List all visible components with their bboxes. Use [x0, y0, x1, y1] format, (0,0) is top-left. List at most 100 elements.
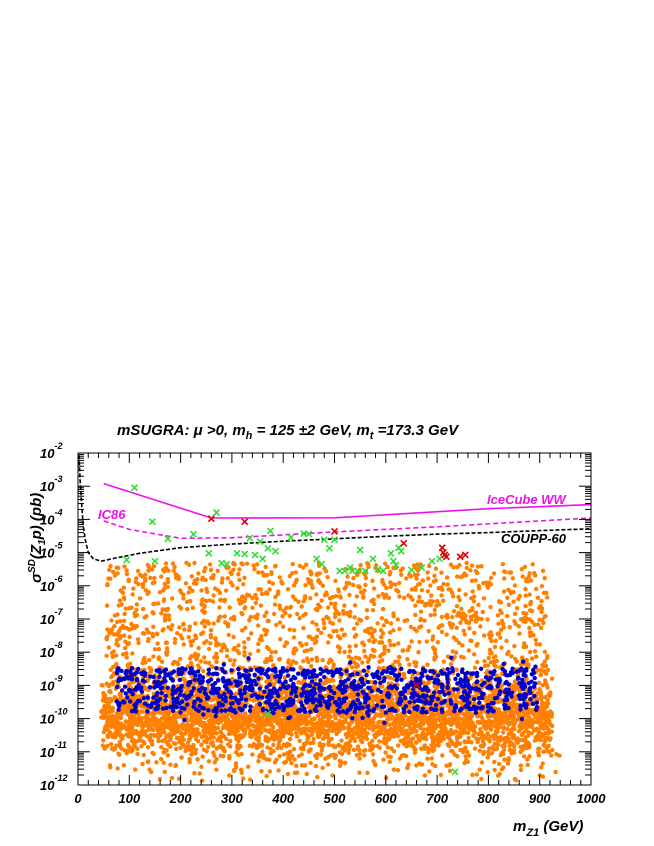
orange-point [177, 656, 183, 662]
orange-point [105, 728, 111, 733]
orange-point [377, 712, 382, 717]
orange-point [189, 654, 194, 659]
orange-point [236, 720, 241, 726]
orange-point [512, 611, 518, 616]
orange-point [267, 757, 272, 762]
orange-point [149, 738, 155, 744]
orange-point [387, 638, 392, 643]
orange-point [112, 695, 118, 700]
orange-point [122, 564, 127, 569]
orange-point [428, 613, 433, 618]
orange-point [536, 732, 541, 737]
orange-point [480, 718, 486, 723]
orange-point [211, 621, 216, 626]
orange-point [488, 727, 494, 732]
orange-point [258, 603, 264, 608]
orange-point [148, 575, 153, 581]
orange-point [159, 659, 165, 664]
orange-point [482, 659, 487, 664]
orange-point [249, 734, 254, 740]
orange-point [516, 624, 521, 629]
orange-point [356, 724, 361, 729]
orange-point [140, 723, 145, 729]
orange-point [501, 748, 507, 753]
orange-point [304, 740, 309, 746]
orange-point [400, 715, 405, 720]
orange-point [497, 709, 502, 714]
orange-point [256, 587, 261, 592]
orange-point [278, 717, 284, 723]
orange-point [397, 594, 402, 599]
orange-point [291, 746, 297, 752]
orange-point [273, 564, 278, 569]
orange-point [174, 746, 179, 751]
orange-point [455, 754, 460, 759]
orange-point [295, 726, 301, 732]
orange-point [379, 634, 384, 640]
orange-point [492, 644, 498, 650]
orange-point [441, 730, 446, 736]
orange-point [494, 718, 499, 723]
orange-point [476, 583, 481, 589]
orange-point [170, 561, 176, 566]
orange-point [525, 716, 531, 722]
orange-point [413, 612, 418, 618]
orange-point [505, 714, 511, 719]
orange-point [188, 639, 193, 644]
orange-point [384, 619, 390, 625]
orange-point [349, 665, 355, 670]
orange-point [313, 635, 318, 641]
orange-point [114, 653, 119, 658]
orange-point [199, 742, 204, 747]
orange-point [534, 586, 539, 592]
orange-point [541, 620, 546, 626]
orange-point [297, 616, 302, 621]
orange-point [256, 648, 261, 653]
orange-point [347, 649, 353, 654]
orange-point [189, 711, 195, 716]
orange-point [318, 630, 324, 636]
orange-point [518, 723, 523, 728]
orange-point [193, 747, 199, 752]
orange-point [112, 624, 117, 629]
orange-point [357, 617, 362, 622]
orange-point [139, 744, 144, 749]
orange-point [224, 654, 230, 659]
orange-point [413, 603, 418, 608]
orange-point [337, 743, 342, 748]
orange-point [536, 753, 541, 758]
orange-point [469, 726, 474, 731]
orange-point [352, 603, 358, 608]
orange-point [280, 624, 286, 629]
orange-point [110, 682, 116, 687]
orange-point [385, 716, 390, 721]
orange-point [512, 679, 518, 684]
orange-point [371, 702, 376, 708]
orange-point [283, 610, 288, 616]
orange-point [128, 680, 133, 686]
orange-point [151, 654, 156, 659]
orange-point [367, 726, 372, 731]
orange-point [463, 739, 468, 745]
orange-point [520, 574, 525, 579]
orange-point [509, 654, 514, 659]
orange-point [512, 643, 517, 649]
orange-point [439, 593, 444, 598]
orange-point [499, 618, 505, 623]
orange-point [250, 723, 255, 728]
orange-point [383, 750, 388, 755]
orange-point [304, 642, 309, 647]
orange-point [499, 610, 504, 616]
orange-point [100, 683, 105, 688]
orange-point [237, 567, 242, 572]
orange-point [118, 634, 124, 639]
orange-point [501, 730, 506, 735]
orange-point [261, 573, 266, 578]
orange-point [156, 647, 162, 652]
orange-point [222, 597, 228, 602]
orange-point [539, 609, 544, 615]
orange-point [152, 733, 157, 738]
orange-point [292, 628, 297, 633]
orange-point [206, 621, 211, 626]
